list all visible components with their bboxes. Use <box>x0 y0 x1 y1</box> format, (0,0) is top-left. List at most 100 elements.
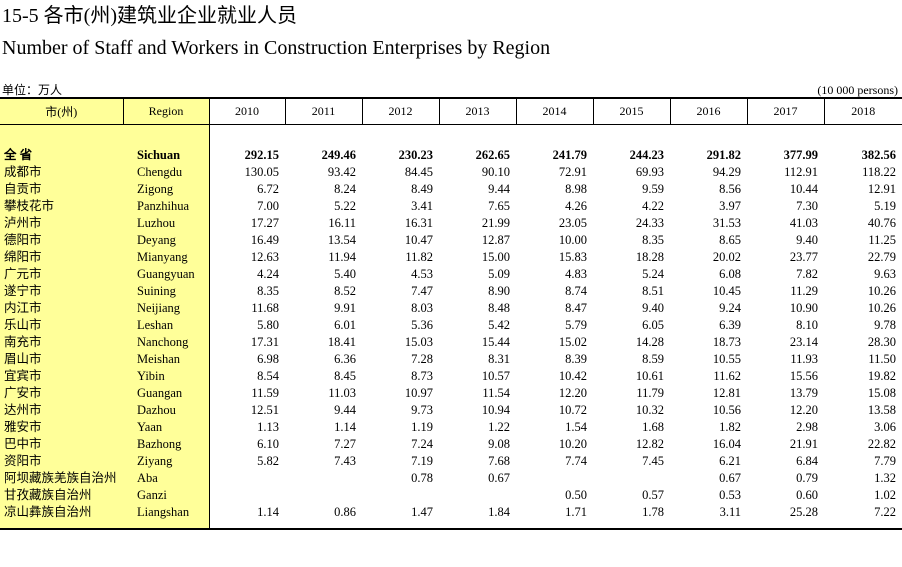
value-cell: 382.56 <box>861 148 896 162</box>
value-cell: 6.05 <box>642 318 664 332</box>
table-row: 乐山市 Leshan 5.80 6.01 5.36 5.42 5.79 6.05 6.39 8.1… <box>0 317 902 334</box>
header-region-en: Region <box>122 97 209 125</box>
value-cell: 10.97 <box>404 386 433 400</box>
value-cell: 262.65 <box>475 148 510 162</box>
region-name-cn: 南充市 <box>0 334 123 351</box>
region-name-cn: 达州市 <box>0 402 123 419</box>
value-cell: 12.82 <box>635 437 664 451</box>
value-cell: 4.24 <box>208 266 285 283</box>
value-cell: 11.03 <box>328 386 356 400</box>
value-cell: 241.79 <box>552 148 587 162</box>
value-cell: 11.59 <box>208 385 285 402</box>
value-cell: 6.39 <box>719 318 741 332</box>
region-name-en: Yibin <box>123 368 209 385</box>
value-cell: 0.86 <box>285 504 362 530</box>
value-cell: 10.56 <box>712 403 741 417</box>
value-cell: 1.14 <box>208 504 285 530</box>
value-cell: 11.82 <box>405 250 433 264</box>
table-row: 攀枝花市 Panzhihua 7.00 5.22 3.41 7.65 4.26 4.22 3.9… <box>0 198 902 215</box>
value-cell: 11.68 <box>208 300 285 317</box>
value-cell: 9.63 <box>874 267 896 281</box>
value-cell: 0.53 <box>719 488 741 502</box>
region-name-en: Chengdu <box>123 164 209 181</box>
value-cell: 5.24 <box>642 267 664 281</box>
value-cell: 1.32 <box>874 471 896 485</box>
value-cell: 7.28 <box>411 352 433 366</box>
value-cell: 7.27 <box>334 437 356 451</box>
value-cell: 4.53 <box>411 267 433 281</box>
value-cell: 12.87 <box>481 233 510 247</box>
value-cell: 0.60 <box>796 488 818 502</box>
value-cell: 9.44 <box>488 182 510 196</box>
value-cell <box>285 487 362 504</box>
value-cell: 15.56 <box>789 369 818 383</box>
value-cell: 8.24 <box>334 182 356 196</box>
value-cell: 2.98 <box>796 420 818 434</box>
value-cell: 23.77 <box>789 250 818 264</box>
value-cell <box>439 487 516 504</box>
table-row: 资阳市 Ziyang 5.82 7.43 7.19 7.68 7.74 7.45 6.21 6.8… <box>0 453 902 470</box>
value-cell: 8.90 <box>488 284 510 298</box>
value-cell: 5.80 <box>208 317 285 334</box>
header-year: 2013 <box>438 97 516 125</box>
value-cell: 22.79 <box>867 250 896 264</box>
region-name-cn: 宜宾市 <box>0 368 123 385</box>
region-name-cn: 巴中市 <box>0 436 123 453</box>
header-year: 2015 <box>592 97 670 125</box>
value-cell: 17.31 <box>208 334 285 351</box>
table-title-chinese: 15-5 各市(州)建筑业企业就业人员 <box>2 5 297 27</box>
data-table-container: 市(州) Region 2010 2011 2012 2013 2014 201… <box>0 97 902 530</box>
header-region-cn: 市(州) <box>0 97 123 125</box>
table-row: 阿坝藏族羌族自治州 Aba 0.78 0.67 0.67 0.79 1.32 <box>0 470 902 487</box>
value-cell: 15.83 <box>558 250 587 264</box>
value-cell: 7.24 <box>411 437 433 451</box>
value-cell <box>208 487 285 504</box>
value-cell: 0.67 <box>719 471 741 485</box>
table-row: 宜宾市 Yibin 8.54 8.45 8.73 10.57 10.42 10.61 11.62… <box>0 368 902 385</box>
value-cell: 7.68 <box>488 454 510 468</box>
value-cell: 10.32 <box>635 403 664 417</box>
value-cell: 10.94 <box>481 403 510 417</box>
value-cell: 10.90 <box>789 301 818 315</box>
value-cell: 11.62 <box>713 369 741 383</box>
header-year: 2012 <box>361 97 439 125</box>
value-cell: 10.26 <box>867 301 896 315</box>
value-cell: 3.41 <box>411 199 433 213</box>
value-cell: 19.82 <box>867 369 896 383</box>
value-cell: 5.82 <box>208 453 285 470</box>
spacer-row <box>0 124 902 147</box>
value-cell: 10.20 <box>558 437 587 451</box>
value-cell: 10.61 <box>635 369 664 383</box>
header-year: 2011 <box>284 97 362 125</box>
region-name-en: Zigong <box>123 181 209 198</box>
value-cell: 15.03 <box>404 335 433 349</box>
value-cell: 8.52 <box>334 284 356 298</box>
value-cell: 3.11 <box>670 504 747 530</box>
region-name-cn: 广安市 <box>0 385 123 402</box>
value-cell: 18.28 <box>635 250 664 264</box>
value-cell: 8.98 <box>565 182 587 196</box>
value-cell: 6.01 <box>334 318 356 332</box>
value-cell: 6.21 <box>719 454 741 468</box>
region-name-cn: 内江市 <box>0 300 123 317</box>
value-cell: 8.59 <box>642 352 664 366</box>
value-cell: 15.02 <box>558 335 587 349</box>
value-cell: 21.91 <box>789 437 818 451</box>
value-cell: 1.14 <box>334 420 356 434</box>
value-cell: 12.81 <box>712 386 741 400</box>
value-cell: 11.79 <box>636 386 664 400</box>
value-cell: 7.43 <box>334 454 356 468</box>
value-cell: 6.36 <box>334 352 356 366</box>
value-cell: 17.27 <box>208 215 285 232</box>
value-cell: 11.54 <box>482 386 510 400</box>
value-cell: 291.82 <box>706 148 741 162</box>
value-cell: 69.93 <box>635 165 664 179</box>
value-cell: 0.67 <box>488 471 510 485</box>
value-cell: 7.79 <box>874 454 896 468</box>
value-cell: 15.44 <box>481 335 510 349</box>
value-cell: 1.02 <box>874 488 896 502</box>
value-cell: 1.84 <box>439 504 516 530</box>
header-row: 市(州) Region 2010 2011 2012 2013 2014 201… <box>0 97 902 125</box>
value-cell: 5.79 <box>565 318 587 332</box>
table-row: 德阳市 Deyang 16.49 13.54 10.47 12.87 10.00 8.35 8.… <box>0 232 902 249</box>
